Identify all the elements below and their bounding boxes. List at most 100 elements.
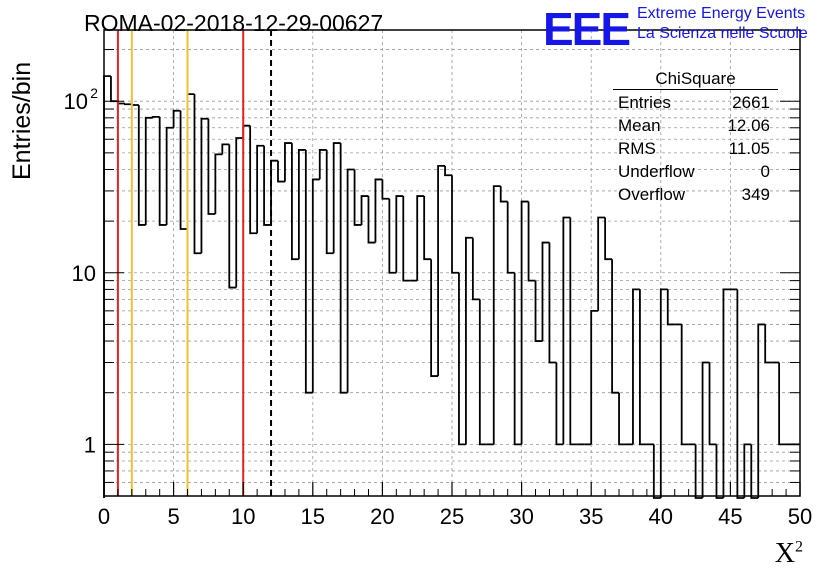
histogram-bin xyxy=(478,299,487,446)
histogram-bin xyxy=(708,362,717,446)
stat-label: RMS xyxy=(618,139,656,158)
histogram-bin xyxy=(451,175,459,274)
histogram-bin xyxy=(506,201,515,274)
histogram-bin xyxy=(158,116,167,226)
histogram-bin xyxy=(562,216,571,445)
chart-title: ROMA-02-2018-12-29-00627 xyxy=(84,10,384,36)
histogram-bin xyxy=(325,149,334,255)
x-tick-label: 30 xyxy=(509,504,533,529)
histogram-bin xyxy=(513,272,522,446)
x-tick-labels: 0 5 10 15 20 25 30 35 40 45 50 xyxy=(98,504,812,529)
y-tick-label: 10 xyxy=(72,261,96,286)
histogram-bars xyxy=(103,75,800,499)
stat-label: Overflow xyxy=(618,185,686,204)
histogram-bin xyxy=(611,259,620,394)
histogram-bin xyxy=(200,117,209,254)
histogram-bin xyxy=(339,143,348,394)
histogram-bin xyxy=(555,362,564,446)
histogram-bin xyxy=(499,186,508,203)
histogram-bin xyxy=(172,109,181,128)
histogram-bin xyxy=(353,169,362,226)
histogram-bin xyxy=(304,149,313,394)
histogram-bin xyxy=(778,362,787,446)
histogram-bin xyxy=(423,196,432,261)
histogram-bin xyxy=(332,142,341,254)
x-tick-label: 40 xyxy=(649,504,673,529)
histogram-bin xyxy=(757,323,766,498)
x-tick-label: 20 xyxy=(370,504,394,529)
histogram-bin xyxy=(151,116,160,118)
y-tick-label: 10 xyxy=(64,89,88,114)
histogram-bin xyxy=(110,76,118,103)
histogram-bin xyxy=(297,149,306,260)
histogram-bin xyxy=(666,289,675,326)
histogram-bin xyxy=(750,444,759,499)
histogram-bin xyxy=(764,324,773,364)
x-tick-label: 15 xyxy=(301,504,325,529)
histogram-bin xyxy=(680,324,689,446)
histogram-bin xyxy=(270,159,278,225)
x-tick-label: 0 xyxy=(98,504,110,529)
stat-value: 349 xyxy=(741,185,770,204)
histogram-bin xyxy=(541,241,550,342)
y-tick-label-exponent: 2 xyxy=(90,85,98,101)
histogram-bin xyxy=(548,242,557,364)
histogram-bin xyxy=(137,105,146,226)
stat-value: 2661 xyxy=(732,93,770,112)
histogram-bin xyxy=(520,200,529,445)
histogram-bin xyxy=(179,110,188,230)
eee-logo: EEE xyxy=(543,3,631,55)
histogram-bin xyxy=(444,165,452,177)
histogram-bin xyxy=(263,145,272,226)
histogram-bin xyxy=(743,443,752,498)
stat-row-entries: Entries 2661 xyxy=(613,91,778,114)
histogram-bin xyxy=(416,195,425,281)
logo-line-1: Extreme Energy Events xyxy=(637,5,806,22)
histogram-bin xyxy=(652,444,661,499)
histogram-bin xyxy=(618,392,626,446)
histogram-bin xyxy=(458,272,466,446)
x-tick-label: 45 xyxy=(718,504,742,529)
stat-value: 11.05 xyxy=(728,139,770,158)
histogram-bin xyxy=(381,179,390,200)
histogram-bin xyxy=(221,143,230,155)
histogram-bin xyxy=(374,178,383,243)
histogram-bin xyxy=(402,196,411,282)
histogram-bin xyxy=(465,236,473,445)
histogram-bin xyxy=(144,116,153,225)
histogram-bin xyxy=(277,160,285,183)
stat-value: 0 xyxy=(760,162,770,181)
histogram-bin xyxy=(360,195,369,225)
histogram-bin xyxy=(471,237,480,301)
y-axis-label: Entries/bin xyxy=(8,61,36,180)
histogram-bin xyxy=(193,94,202,255)
x-axis-label-superscript: 2 xyxy=(795,538,803,556)
stat-label: Mean xyxy=(618,116,661,135)
y-tick-label: 1 xyxy=(84,432,96,457)
reference-lines xyxy=(116,30,273,496)
x-tick-label: 5 xyxy=(167,504,179,529)
histogram-bin xyxy=(214,153,223,215)
histogram-bin xyxy=(346,168,355,393)
histogram-bin xyxy=(659,288,668,498)
x-tick-label: 35 xyxy=(579,504,603,529)
histogram-bin xyxy=(590,309,599,445)
stat-row-rms: RMS 11.05 xyxy=(613,137,778,160)
histogram-bin xyxy=(291,143,299,261)
histogram-bin xyxy=(388,198,397,274)
histogram-bin xyxy=(597,216,606,311)
stat-row-overflow: Overflow 349 xyxy=(613,183,778,206)
histogram-bin xyxy=(715,444,724,499)
histogram-bin xyxy=(604,217,613,261)
histogram-bin xyxy=(318,149,327,180)
stats-title: ChiSquare xyxy=(613,68,778,90)
stat-label: Entries xyxy=(618,93,671,112)
histogram-bin xyxy=(249,125,258,235)
histogram-bin xyxy=(207,118,216,215)
histogram-bin xyxy=(701,361,710,498)
histogram-bin xyxy=(235,137,244,288)
x-axis-label-base: X xyxy=(774,538,795,569)
logo-line-2: La Scienza nelle Scuole xyxy=(637,25,808,42)
